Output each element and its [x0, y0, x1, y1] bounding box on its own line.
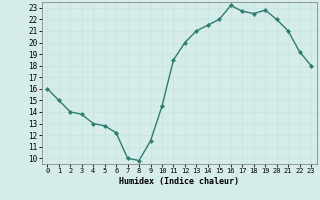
X-axis label: Humidex (Indice chaleur): Humidex (Indice chaleur): [119, 177, 239, 186]
